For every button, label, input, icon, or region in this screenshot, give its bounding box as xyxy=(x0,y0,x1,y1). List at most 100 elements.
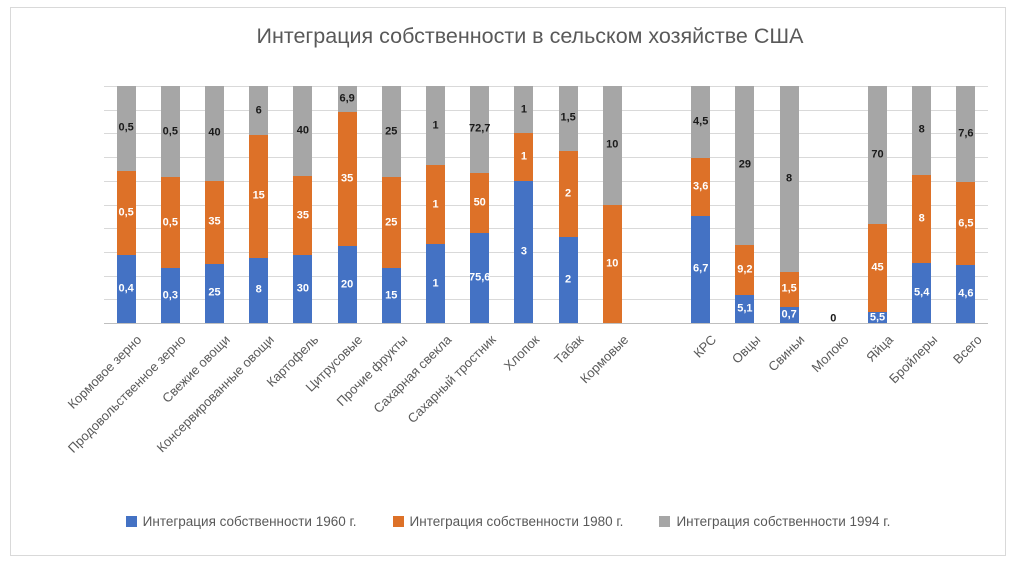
bar-segment-1994 xyxy=(735,86,755,245)
legend-item-1994: Интеграция собственности 1994 г. xyxy=(659,514,890,529)
bar-segment-1980 xyxy=(293,176,313,256)
bar-value-label: 0,4 xyxy=(118,282,134,295)
bar-segment-1960 xyxy=(779,306,799,323)
bar-value-label: 3,6 xyxy=(693,180,709,193)
bar-value-label: 0,5 xyxy=(118,206,134,219)
bar-segment-1980 xyxy=(956,182,976,265)
gridline xyxy=(104,86,988,87)
bar-value-label: 25 xyxy=(385,216,398,229)
bar-value-label: 1 xyxy=(520,103,527,116)
bar-value-label: 4,5 xyxy=(693,115,709,128)
bar-value-label: 0,5 xyxy=(162,216,178,229)
gridline xyxy=(104,157,988,159)
gridline xyxy=(104,180,988,182)
bar-segment-1994 xyxy=(470,86,490,173)
bar-segment-1980 xyxy=(160,177,180,269)
bar-value-label: 0 xyxy=(830,312,837,325)
bar-segment-1980 xyxy=(337,112,357,247)
x-axis-line xyxy=(104,323,988,324)
chart-title: Интеграция собственности в сельском хозя… xyxy=(256,24,804,48)
legend-item-1960: Интеграция собственности 1960 г. xyxy=(125,514,357,529)
bar-segment-1994 xyxy=(514,86,534,134)
legend-swatch-1980-icon xyxy=(392,516,404,527)
bar-value-label: 35 xyxy=(208,215,221,228)
bar-value-label: 40 xyxy=(208,126,221,139)
bar-value-label: 6 xyxy=(255,104,262,117)
bar-segment-1994 xyxy=(205,86,224,181)
bar-segment-1994 xyxy=(558,86,578,151)
bar-value-label: 1,5 xyxy=(781,282,797,295)
bar-segment-1960 xyxy=(116,255,136,323)
legend-swatch-1960-icon xyxy=(125,516,137,527)
gridline xyxy=(104,109,988,111)
bar-segment-1980 xyxy=(205,180,224,264)
bar-segment-1980 xyxy=(691,158,711,216)
bar-segment-1980 xyxy=(426,165,445,244)
bar-value-label: 6,9 xyxy=(339,92,355,105)
legend-swatch-1994-icon xyxy=(659,516,671,527)
bar-segment-1994 xyxy=(160,86,180,178)
bar-segment-1980 xyxy=(779,271,799,307)
bar-value-label: 7,6 xyxy=(958,127,974,140)
bar-segment-1960 xyxy=(868,312,887,323)
legend-label-1960: Интеграция собственности 1960 г. xyxy=(142,514,357,529)
bar-value-label: 0,5 xyxy=(118,121,134,134)
bar-value-label: 40 xyxy=(296,124,310,137)
bar-value-label: 0,7 xyxy=(781,308,797,321)
bar-segment-1960 xyxy=(558,236,578,323)
bar-value-label: 30 xyxy=(296,282,310,295)
bar-value-label: 1 xyxy=(520,150,527,163)
bar-value-label: 15 xyxy=(252,189,265,202)
bar-value-label: 1 xyxy=(432,277,439,289)
bar-segment-1960 xyxy=(381,268,401,323)
bar-value-label: 50 xyxy=(473,196,486,209)
bar-segment-1960 xyxy=(514,180,534,323)
bar-segment-1994 xyxy=(691,86,711,159)
bar-value-label: 0,5 xyxy=(162,125,178,138)
chart-frame xyxy=(10,7,1006,556)
bar-segment-1980 xyxy=(514,133,534,181)
bar-value-label: 5,5 xyxy=(869,311,886,324)
bar-segment-1980 xyxy=(558,150,578,237)
gridline xyxy=(104,275,988,277)
bar-segment-1960 xyxy=(912,263,932,323)
bar-segment-1980 xyxy=(868,223,887,313)
bar-value-label: 10 xyxy=(606,138,619,151)
bar-value-label: 5,4 xyxy=(914,286,930,299)
gridline xyxy=(104,228,988,230)
bar-value-label: 15 xyxy=(385,289,398,302)
bar-segment-1994 xyxy=(249,86,269,136)
bar-segment-1994 xyxy=(426,86,445,165)
bar-value-label: 8 xyxy=(786,172,793,185)
bar-segment-1980 xyxy=(602,204,622,323)
bar-value-label: 29 xyxy=(738,158,752,171)
bar-segment-1980 xyxy=(381,177,401,269)
gridline xyxy=(104,299,988,301)
bar-value-label: 8 xyxy=(255,283,262,296)
bar-value-label: 9,2 xyxy=(737,263,753,276)
bar-segment-1960 xyxy=(956,264,976,323)
bar-segment-1994 xyxy=(868,86,887,224)
bar-segment-1980 xyxy=(116,170,136,256)
bar-segment-1960 xyxy=(691,215,711,323)
gridline xyxy=(104,204,988,206)
bar-value-label: 1,5 xyxy=(560,111,576,124)
bar-value-label: 20 xyxy=(340,278,354,291)
bar-segment-1960 xyxy=(249,257,269,323)
bar-value-label: 72,7 xyxy=(468,122,491,135)
bar-value-label: 3 xyxy=(520,245,527,258)
bar-value-label: 0,3 xyxy=(162,289,178,302)
bar-segment-1980 xyxy=(470,172,490,233)
bar-value-label: 6,7 xyxy=(693,262,709,275)
legend-label-1980: Интеграция собственности 1980 г. xyxy=(409,514,624,529)
legend-item-1980: Интеграция собственности 1980 г. xyxy=(392,514,624,529)
bar-value-label: 35 xyxy=(340,172,354,185)
bar-value-label: 10 xyxy=(606,257,619,270)
bar-value-label: 70 xyxy=(871,148,884,161)
bar-value-label: 2 xyxy=(565,187,572,200)
bar-segment-1994 xyxy=(337,86,357,113)
bar-segment-1960 xyxy=(293,255,313,323)
bar-segment-1960 xyxy=(160,268,180,323)
bar-value-label: 5,1 xyxy=(737,302,753,315)
